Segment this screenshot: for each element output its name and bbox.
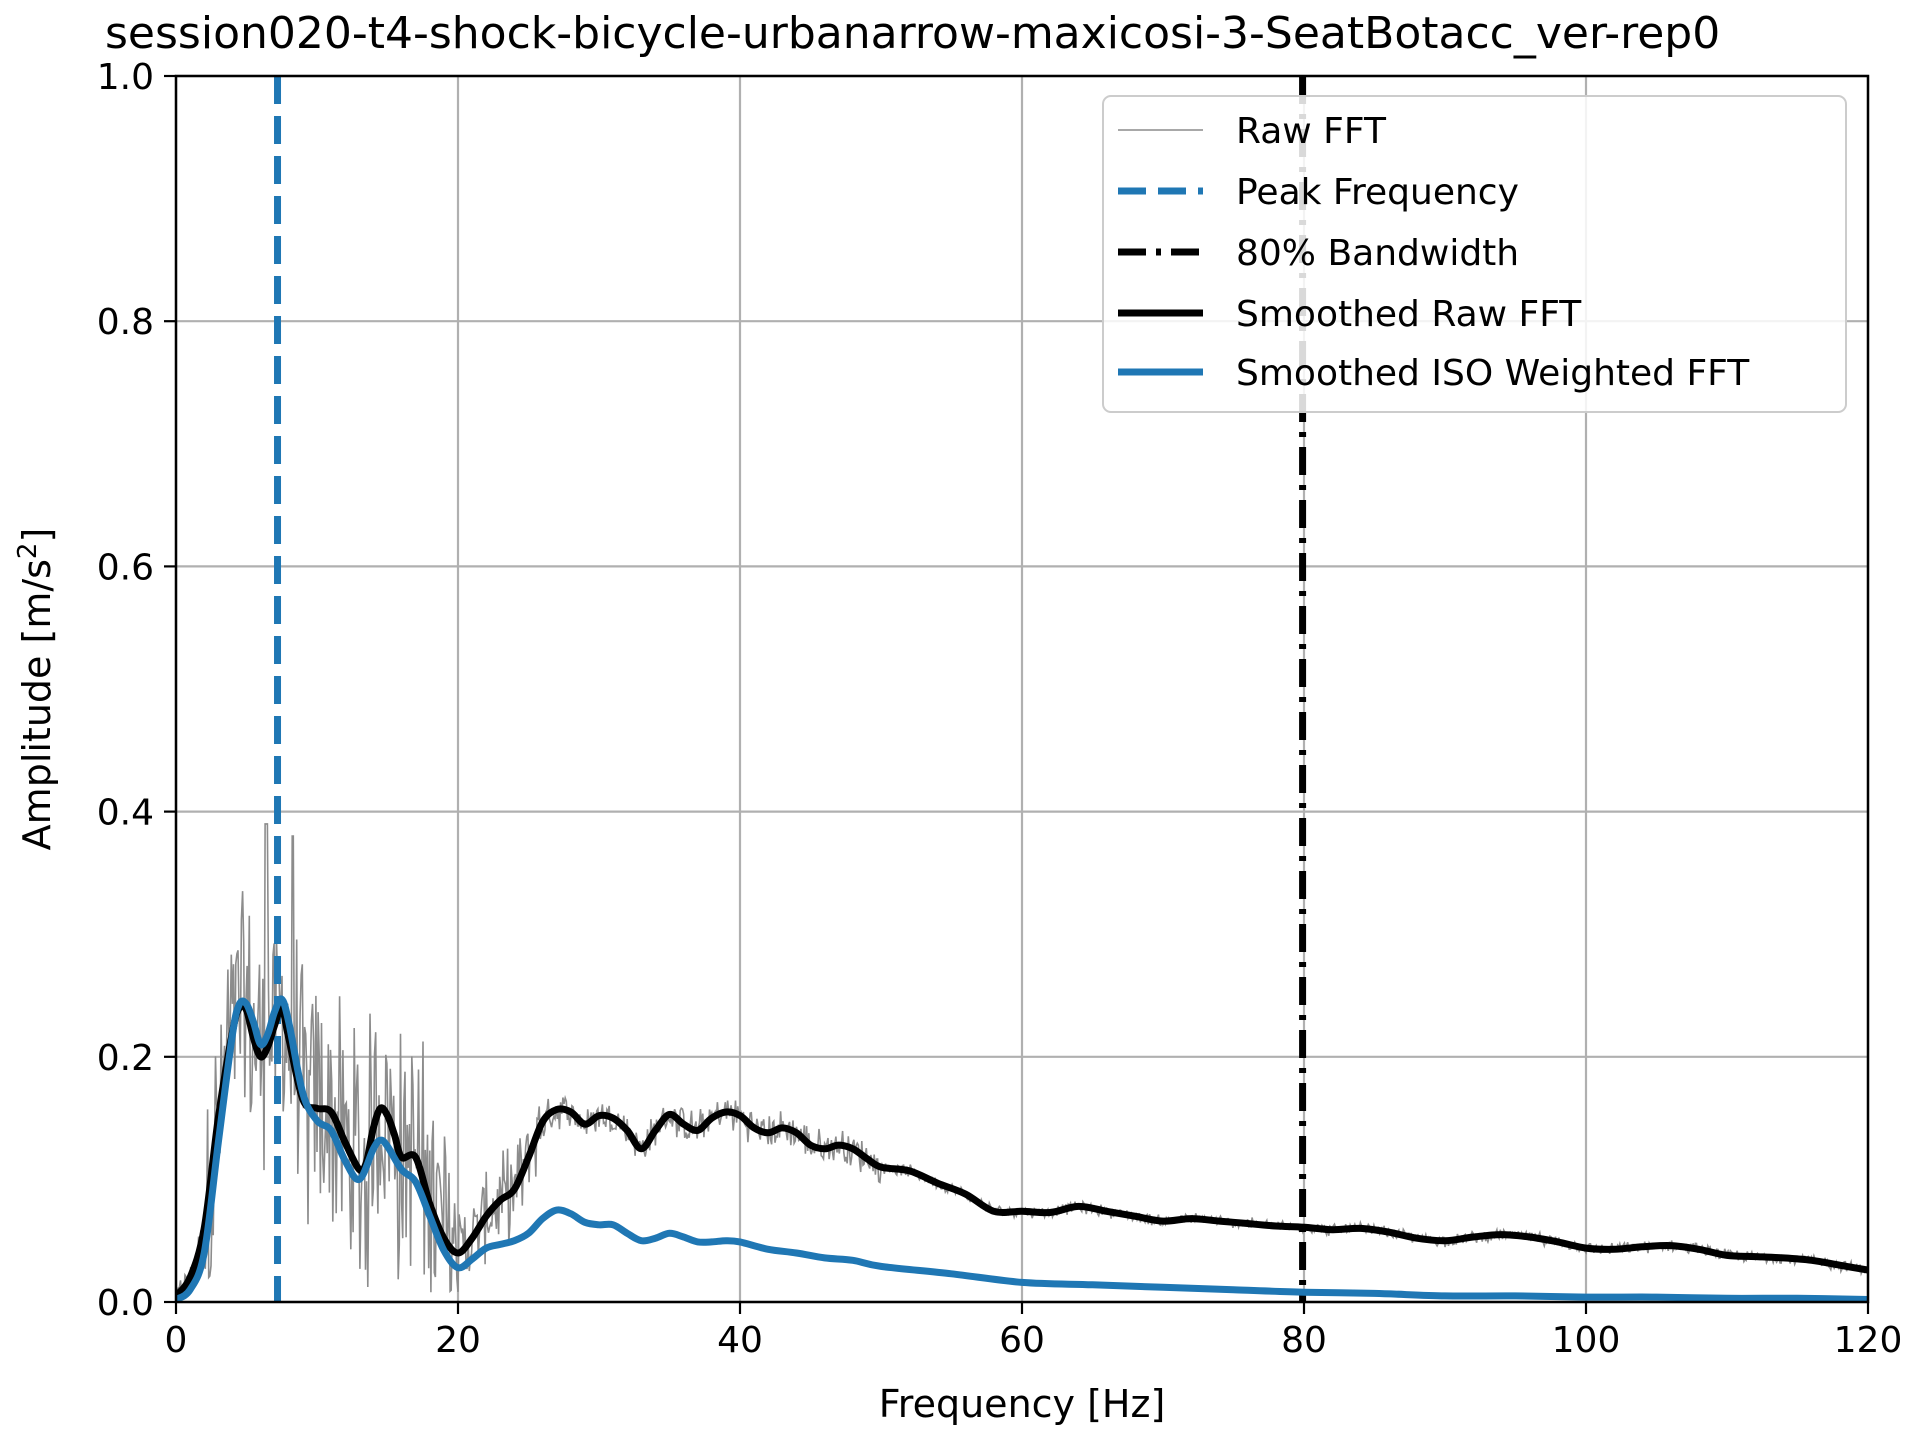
x-tick-label: 120 xyxy=(1834,1320,1903,1361)
smoothed-raw-fft-line xyxy=(176,1002,1868,1299)
legend-label-bandwidth: 80% Bandwidth xyxy=(1236,233,1519,274)
chart-title: session020-t4-shock-bicycle-urbanarrow-m… xyxy=(105,8,1720,59)
y-tick-label: 0.6 xyxy=(97,547,154,588)
y-tick-label: 0.8 xyxy=(97,302,154,343)
x-tick-label: 100 xyxy=(1552,1320,1621,1361)
x-tick-label: 0 xyxy=(165,1320,188,1361)
y-axis-label-close: ] xyxy=(15,528,59,543)
smoothed-iso-fft-line xyxy=(176,995,1868,1302)
legend: Raw FFT Peak Frequency 80% Bandwidth Smo… xyxy=(1102,95,1847,413)
legend-label-peak: Peak Frequency xyxy=(1236,172,1519,213)
legend-label-smoothed-iso: Smoothed ISO Weighted FFT xyxy=(1236,353,1750,394)
y-axis-label: Amplitude [m/s2] xyxy=(13,528,59,851)
y-tick-label: 0.2 xyxy=(97,1038,154,1079)
series-layer xyxy=(176,76,1868,1302)
y-tick-label: 0.4 xyxy=(97,793,154,834)
y-tick-label: 0.0 xyxy=(97,1283,154,1324)
x-tick-label: 40 xyxy=(717,1320,763,1361)
legend-label-smoothed-raw: Smoothed Raw FFT xyxy=(1236,294,1582,335)
plot-frame xyxy=(174,74,1870,1304)
y-axis-label-sup: 2 xyxy=(13,543,43,560)
y-tick-label: 1.0 xyxy=(97,57,154,98)
legend-box xyxy=(1102,95,1847,413)
x-axis-label: Frequency [Hz] xyxy=(879,1382,1166,1426)
x-tick-label: 80 xyxy=(1281,1320,1327,1361)
y-axis-label-main: Amplitude [m/s xyxy=(15,559,59,850)
x-tick-label: 20 xyxy=(435,1320,481,1361)
axis-ticks: 0 20 40 60 80 100 120 0.0 0.2 0.4 0.6 0.8 1.0 xyxy=(97,57,1903,1361)
legend-label-raw: Raw FFT xyxy=(1236,111,1387,152)
x-tick-label: 60 xyxy=(999,1320,1045,1361)
